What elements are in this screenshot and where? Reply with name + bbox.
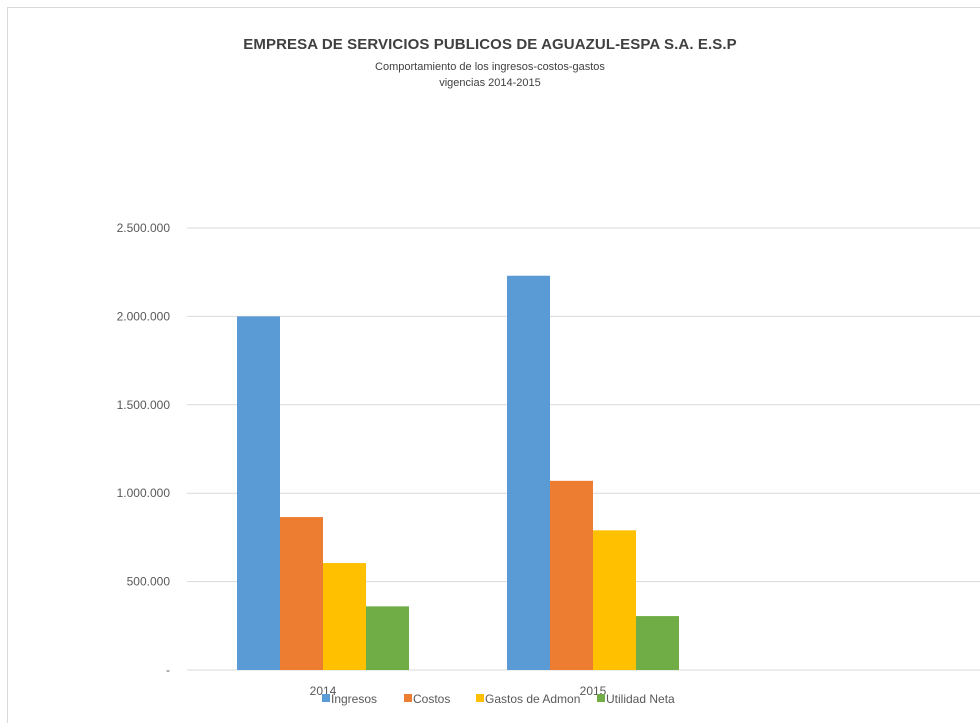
bar-utilidad-neta-2014	[366, 606, 409, 670]
legend-swatch	[597, 694, 605, 702]
chart-frame	[7, 7, 980, 723]
y-tick-label: 2.000.000	[117, 309, 171, 323]
bar-utilidad-neta-2015	[636, 616, 679, 670]
y-tick-label: 2.500.000	[117, 221, 171, 235]
legend-swatch	[476, 694, 484, 702]
y-tick-label: 1.000.000	[117, 486, 171, 500]
legend-label: Utilidad Neta	[606, 692, 675, 706]
chart-subtitle-line-2: vigencias 2014-2015	[439, 77, 541, 89]
chart-subtitle-line-1: Comportamiento de los ingresos-costos-ga…	[375, 61, 605, 73]
bars	[237, 275, 679, 670]
y-tick-label: -	[166, 663, 170, 677]
y-axis-tick-labels: - 500.000 1.000.000 1.500.000 2.000.000 2.500…	[117, 221, 171, 677]
legend-label: Ingresos	[331, 692, 377, 706]
bar-costos-2015	[550, 480, 593, 670]
legend-swatch	[404, 694, 412, 702]
legend-label: Gastos de Admon	[485, 692, 580, 706]
chart-title: EMPRESA DE SERVICIOS PUBLICOS DE AGUAZUL…	[243, 36, 737, 53]
bar-gastos-de-admon-2014	[323, 563, 366, 670]
bar-gastos-de-admon-2015	[593, 530, 636, 670]
legend: Ingresos Costos Gastos de Admon Utilidad Ne…	[322, 692, 675, 706]
y-tick-label: 1.500.000	[117, 398, 171, 412]
legend-label: Costos	[413, 692, 450, 706]
bar-ingresos-2015	[507, 275, 550, 670]
bar-ingresos-2014	[237, 316, 280, 670]
legend-swatch	[322, 694, 330, 702]
y-tick-label: 500.000	[127, 575, 171, 589]
bar-costos-2014	[280, 517, 323, 670]
